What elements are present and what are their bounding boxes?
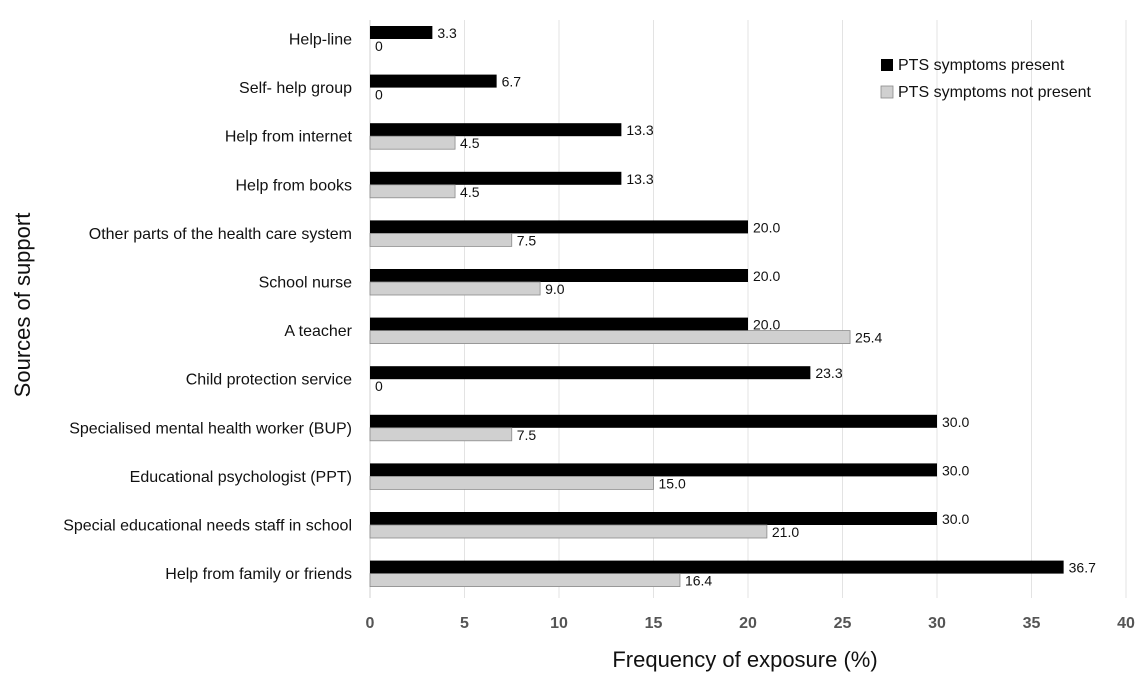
category-label: Help from books	[236, 177, 353, 194]
value-label: 9.0	[545, 281, 565, 297]
value-label: 30.0	[942, 414, 969, 430]
value-label: 0	[375, 38, 383, 54]
bar-pts-not-present	[369, 524, 768, 539]
y-axis-title: Sources of support	[10, 213, 35, 398]
category-label: Child protection service	[186, 372, 352, 389]
x-tick-label: 5	[460, 615, 469, 632]
value-label: 30.0	[942, 511, 969, 527]
value-label: 30.0	[942, 462, 969, 478]
bars	[369, 26, 1064, 587]
x-tick-label: 15	[645, 615, 663, 632]
category-label: School nurse	[259, 275, 352, 292]
category-label: Specialised mental health worker (BUP)	[69, 420, 352, 437]
value-label: 4.5	[460, 135, 480, 151]
legend-label: PTS symptoms not present	[898, 84, 1092, 101]
value-label: 0	[375, 87, 383, 103]
bar-pts-not-present	[369, 184, 456, 199]
bar-pts-not-present	[369, 330, 851, 345]
category-label: A teacher	[284, 323, 352, 340]
x-tick-label: 40	[1117, 615, 1135, 632]
value-label: 15.0	[659, 475, 686, 491]
x-tick-label: 0	[366, 615, 375, 632]
legend-swatch	[881, 59, 893, 71]
x-tick-label: 35	[1023, 615, 1041, 632]
bar-pts-present	[370, 74, 497, 88]
value-label: 25.4	[855, 330, 882, 346]
bar-pts-not-present	[369, 135, 456, 150]
category-label: Other parts of the health care system	[89, 226, 352, 243]
value-label: 0	[375, 378, 383, 394]
bar-pts-not-present	[369, 427, 513, 442]
x-tick-label: 25	[834, 615, 852, 632]
bar-pts-present	[370, 463, 937, 477]
x-tick-label: 30	[928, 615, 946, 632]
category-label: Educational psychologist (PPT)	[130, 469, 352, 486]
bar-pts-not-present	[369, 232, 513, 247]
x-tick-label: 20	[739, 615, 757, 632]
x-tick-labels: 0 5 10 15 20 25 30 35 40	[366, 615, 1135, 632]
bar-pts-present	[370, 414, 937, 428]
category-label: Special educational needs staff in schoo…	[63, 518, 352, 535]
value-label: 36.7	[1069, 560, 1096, 576]
x-tick-label: 10	[550, 615, 568, 632]
value-label: 13.3	[626, 171, 653, 187]
bar-pts-present	[370, 171, 622, 185]
x-axis-title: Frequency of exposure (%)	[612, 647, 877, 672]
bar-pts-present	[370, 220, 748, 234]
bar-pts-not-present	[369, 281, 541, 296]
value-label: 4.5	[460, 184, 480, 200]
category-label: Help-line	[289, 32, 352, 49]
category-label: Help from family or friends	[165, 566, 352, 583]
grid-lines	[369, 20, 1127, 598]
value-label: 6.7	[502, 74, 522, 90]
value-label: 20.0	[753, 317, 780, 333]
bar-pts-not-present	[369, 573, 681, 587]
bar-pts-present	[370, 512, 937, 525]
bar-pts-not-present	[369, 475, 654, 490]
legend-label: PTS symptoms present	[898, 57, 1065, 74]
category-label: Help from internet	[225, 129, 353, 146]
category-labels: Help-line Self- help group Help from inter…	[63, 32, 352, 584]
value-label: 7.5	[517, 232, 537, 248]
bar-pts-present	[370, 123, 622, 137]
bar-pts-present	[370, 366, 811, 380]
value-label: 20.0	[753, 219, 780, 235]
value-label: 21.0	[772, 524, 799, 540]
value-label: 3.3	[437, 25, 457, 41]
value-labels: 3.3 0 6.7 0 13.3 4.5 13.3 4.5 20.0 7.5 20.0 9.0 20.0…	[375, 25, 1096, 589]
bar-pts-present	[370, 560, 1064, 574]
legend: PTS symptoms present PTS symptoms not pre…	[880, 57, 1092, 101]
value-label: 16.4	[685, 573, 712, 589]
value-label: 13.3	[626, 122, 653, 138]
value-label: 20.0	[753, 268, 780, 284]
bar-pts-present	[370, 26, 433, 39]
value-label: 23.3	[815, 365, 842, 381]
value-label: 7.5	[517, 427, 537, 443]
bar-pts-present	[370, 317, 748, 331]
category-label: Self- help group	[239, 80, 352, 97]
legend-swatch	[880, 85, 894, 99]
bar-pts-present	[370, 269, 748, 282]
